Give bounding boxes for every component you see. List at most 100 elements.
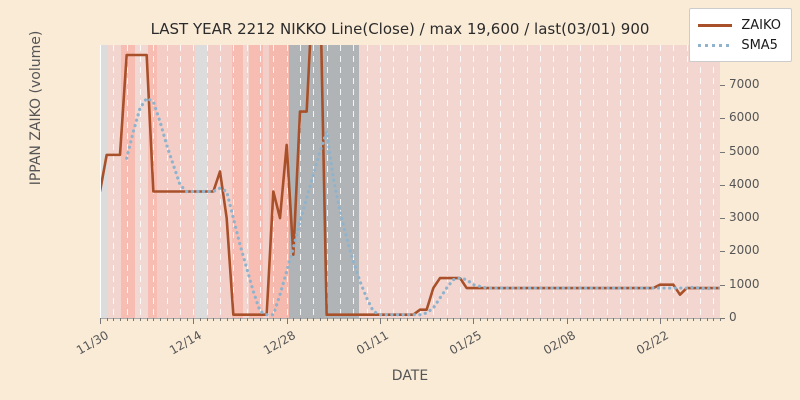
x-tick-mark-minor xyxy=(113,318,115,321)
x-tick-mark-minor xyxy=(153,318,155,321)
x-tick-mark-major xyxy=(193,318,195,324)
grid-line-vertical xyxy=(327,45,328,318)
chart-legend[interactable]: ZAIKO SMA5 xyxy=(689,8,792,62)
y-tick-mark xyxy=(720,151,725,153)
x-tick-mark-major xyxy=(380,318,381,324)
x-tick-mark-minor xyxy=(573,318,575,321)
grid-line-vertical xyxy=(433,45,434,318)
x-tick-mark-minor xyxy=(713,318,715,321)
background-band xyxy=(249,45,263,318)
x-tick-mark-major xyxy=(660,318,661,324)
x-tick-mark-minor xyxy=(120,318,121,321)
series-line-zaiko xyxy=(100,45,720,316)
x-tick-mark-minor xyxy=(253,318,255,321)
y-tick-label: 6000 xyxy=(729,110,760,125)
x-tick-mark-minor xyxy=(126,318,128,321)
x-tick-mark-major xyxy=(100,318,101,324)
x-tick-mark-minor xyxy=(346,318,348,321)
legend-label-sma5: SMA5 xyxy=(741,37,778,53)
x-tick-mark-minor xyxy=(520,318,521,321)
x-tick-mark-minor xyxy=(366,318,368,321)
grid-line-vertical xyxy=(540,45,541,318)
x-tick-mark-minor xyxy=(260,318,261,321)
x-tick-mark-minor xyxy=(280,318,281,321)
x-tick-mark-major xyxy=(566,318,568,324)
x-tick-mark-minor xyxy=(306,318,308,321)
y-tick-mark xyxy=(720,251,725,253)
x-tick-label: 02/22 xyxy=(634,328,671,358)
x-tick-mark-minor xyxy=(340,318,341,321)
grid-line-vertical xyxy=(207,45,208,318)
x-tick-mark-minor xyxy=(320,318,321,321)
background-band xyxy=(358,45,720,318)
y-tick-mark xyxy=(720,218,725,220)
x-tick-mark-minor xyxy=(633,318,635,321)
legend-item-zaiko[interactable]: ZAIKO xyxy=(698,15,781,35)
plot-bottom-spine xyxy=(100,318,720,319)
background-band xyxy=(108,45,122,318)
x-tick-mark-minor xyxy=(446,318,448,321)
grid-line-vertical xyxy=(167,45,168,318)
x-tick-mark-minor xyxy=(553,318,555,321)
plot-left-spine xyxy=(100,45,101,318)
grid-line-vertical xyxy=(460,45,461,318)
x-tick-mark-minor xyxy=(226,318,228,321)
x-tick-mark-minor xyxy=(360,318,361,321)
legend-item-sma5[interactable]: SMA5 xyxy=(698,35,781,55)
x-tick-mark-minor xyxy=(506,318,508,321)
x-tick-label: 12/14 xyxy=(167,328,205,358)
x-tick-mark-minor xyxy=(213,318,215,321)
x-tick-label: 11/30 xyxy=(74,328,111,358)
x-tick-mark-minor xyxy=(613,318,615,321)
x-tick-mark-minor xyxy=(493,318,495,321)
x-tick-mark-minor xyxy=(546,318,548,321)
x-tick-mark-minor xyxy=(700,318,701,321)
x-tick-mark-minor xyxy=(273,318,275,321)
grid-line-vertical xyxy=(700,45,701,318)
series-line-sma5 xyxy=(125,96,720,317)
grid-line-vertical xyxy=(567,45,568,318)
grid-line-vertical xyxy=(420,45,421,318)
x-tick-mark-minor xyxy=(246,318,248,321)
y-tick-mark xyxy=(720,284,725,286)
x-tick-label: 01/11 xyxy=(354,328,391,358)
x-tick-mark-minor xyxy=(626,318,628,321)
series-layer xyxy=(100,45,720,317)
grid-line-vertical xyxy=(473,45,474,318)
y-tick-label: 0 xyxy=(729,310,737,324)
grid-line-vertical xyxy=(580,45,581,318)
grid-line-vertical xyxy=(553,45,554,318)
x-tick-mark-minor xyxy=(646,318,648,321)
grid-line-vertical xyxy=(447,45,448,318)
grid-line-vertical xyxy=(407,45,408,318)
x-tick-mark-minor xyxy=(173,318,175,321)
x-tick-mark-minor xyxy=(513,318,515,321)
y-tick-mark xyxy=(720,184,725,186)
x-tick-mark-minor xyxy=(426,318,428,321)
y-tick-label: 3000 xyxy=(729,210,760,225)
chart-title: LAST YEAR 2212 NIKKO Line(Close) / max 1… xyxy=(150,20,650,38)
grid-line-vertical xyxy=(353,45,354,318)
x-tick-label: 01/25 xyxy=(447,328,485,358)
x-tick-mark-minor xyxy=(673,318,675,321)
legend-swatch-dotted-icon xyxy=(698,39,733,51)
y-tick-label: 1000 xyxy=(729,276,760,291)
grid-line-vertical xyxy=(260,45,261,318)
x-tick-mark-minor xyxy=(206,318,208,321)
x-tick-mark-minor xyxy=(460,318,461,321)
grid-line-vertical xyxy=(140,45,141,318)
grid-line-vertical xyxy=(247,45,248,318)
x-tick-mark-minor xyxy=(480,318,481,321)
y-axis-label: IPPAN ZAIKO (volume) xyxy=(28,30,44,186)
grid-line-vertical xyxy=(300,45,301,318)
grid-line-vertical xyxy=(287,45,288,318)
x-tick-label: 02/08 xyxy=(540,328,578,358)
grid-line-vertical xyxy=(513,45,514,318)
background-band xyxy=(194,45,207,318)
legend-swatch-solid-icon xyxy=(698,19,733,31)
x-tick-mark-minor xyxy=(140,318,141,321)
grid-line-vertical xyxy=(127,45,128,318)
x-tick-mark-minor xyxy=(240,318,241,321)
x-tick-mark-minor xyxy=(233,318,235,321)
